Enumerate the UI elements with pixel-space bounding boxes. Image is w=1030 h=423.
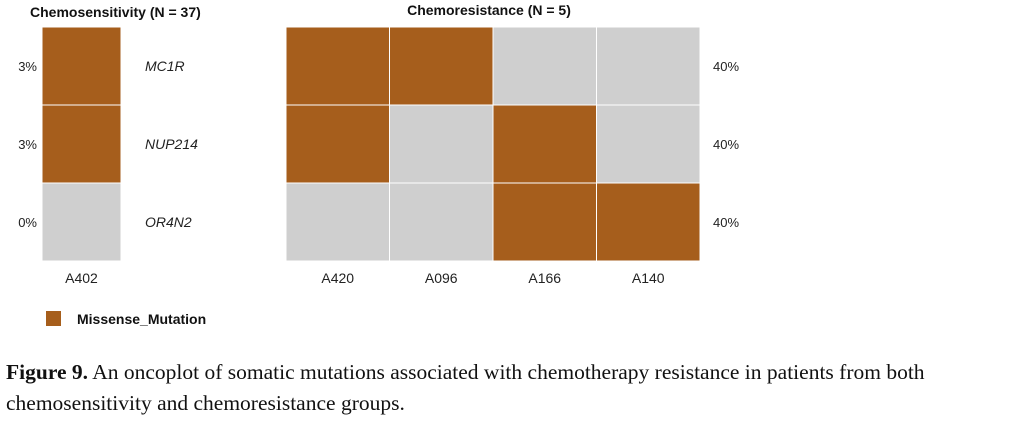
legend: Missense_Mutation	[46, 311, 206, 327]
sample-label-A420: A420	[321, 270, 354, 286]
legend-swatch	[46, 311, 61, 326]
sample-label-A166: A166	[528, 270, 561, 286]
sample-label-A402: A402	[65, 270, 98, 286]
sample-label-A140: A140	[632, 270, 665, 286]
cell-A420-NUP214	[285, 104, 390, 184]
percent-label: 3%	[18, 137, 37, 152]
gene-label-NUP214: NUP214	[145, 136, 198, 152]
cell-A140-MC1R	[596, 26, 701, 106]
cell-A166-MC1R	[492, 26, 597, 106]
cell-A166-OR4N2	[492, 182, 597, 262]
axis-labels: 3% 3% 0% A402 40% 40% 40% A420 A096 A166 A140 MC1R N…	[18, 58, 739, 286]
cell-A140-OR4N2	[596, 182, 701, 262]
mutation-cells	[41, 26, 701, 262]
chemosensitivity-title: Chemosensitivity (N = 37)	[30, 4, 201, 20]
cell-A402-OR4N2	[41, 182, 122, 262]
percent-label: 40%	[713, 59, 739, 74]
gene-label-OR4N2: OR4N2	[145, 214, 192, 230]
cell-A096-OR4N2	[389, 182, 494, 262]
cell-A096-NUP214	[389, 104, 494, 184]
cell-A096-MC1R	[389, 26, 494, 106]
sample-label-A096: A096	[425, 270, 458, 286]
percent-label: 3%	[18, 59, 37, 74]
oncoplot: Chemosensitivity (N = 37) Chemoresistanc…	[18, 2, 739, 327]
caption-text: An oncoplot of somatic mutations associa…	[6, 360, 925, 415]
cell-A402-MC1R	[41, 26, 122, 106]
caption-label: Figure 9.	[6, 360, 89, 384]
cell-A166-NUP214	[492, 104, 597, 184]
legend-label: Missense_Mutation	[77, 311, 206, 327]
cell-A140-NUP214	[596, 104, 701, 184]
percent-label: 0%	[18, 215, 37, 230]
cell-A402-NUP214	[41, 104, 122, 184]
cell-A420-OR4N2	[285, 182, 390, 262]
figure-caption: Figure 9. An oncoplot of somatic mutatio…	[6, 357, 1026, 419]
cell-A420-MC1R	[285, 26, 390, 106]
percent-label: 40%	[713, 137, 739, 152]
percent-label: 40%	[713, 215, 739, 230]
chemoresistance-title: Chemoresistance (N = 5)	[407, 2, 571, 18]
gene-label-MC1R: MC1R	[145, 58, 185, 74]
